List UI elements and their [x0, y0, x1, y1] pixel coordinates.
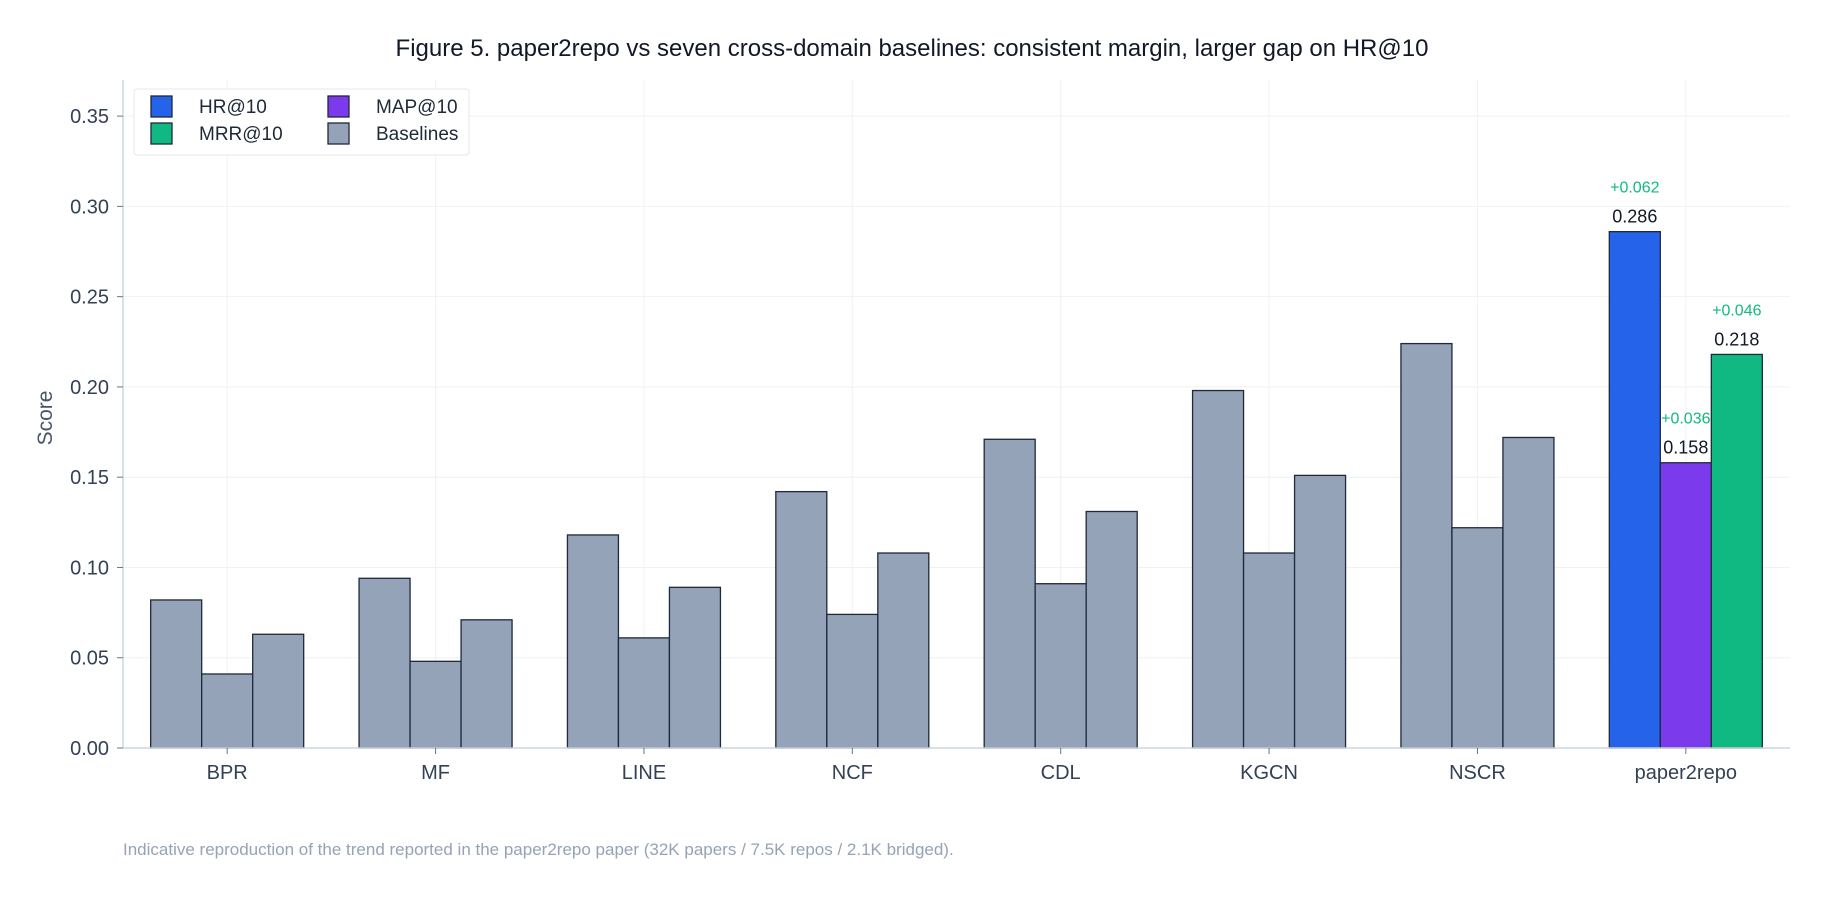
chart-title: Figure 5. paper2repo vs seven cross-doma…: [396, 35, 1429, 62]
gain-label: +0.062: [1610, 180, 1659, 197]
value-label: 0.286: [1612, 207, 1657, 227]
bar-cdl-hr10: [983, 438, 1036, 749]
x-tick-label: KGCN: [1240, 762, 1298, 784]
legend-box: [133, 88, 470, 156]
bar-kgcn-mrr10: [1293, 474, 1347, 749]
axes-layer: 0.00 0.05 0.10 0.15 0.20 0.25 0.30 0.35 BPR MF LIN…: [70, 80, 1790, 784]
bar-kgcn-hr10: [1191, 389, 1245, 749]
legend-label: Baselines: [376, 124, 458, 145]
bar-nscr-mrr10: [1502, 436, 1555, 749]
y-tick-label: 0.20: [70, 377, 109, 399]
x-tick-label: NSCR: [1449, 762, 1506, 784]
bar-cdl-mrr10: [1085, 510, 1138, 749]
bar-bpr-mrr10: [252, 633, 305, 749]
data-labels-layer: 0.286 +0.062 0.158 +0.036 0.218 +0.046: [1610, 180, 1761, 458]
x-tick-label: BPR: [207, 762, 248, 784]
y-tick-label: 0.15: [70, 467, 109, 489]
gain-label: +0.036: [1661, 411, 1710, 428]
y-tick-label: 0.00: [70, 738, 109, 760]
y-tick-label: 0.35: [70, 106, 109, 128]
y-tick-label: 0.05: [70, 648, 109, 670]
bar-mf-mrr10: [460, 619, 513, 749]
y-tick-label: 0.10: [70, 557, 109, 579]
bar-bpr-map10: [201, 673, 254, 749]
bar-nscr-hr10: [1400, 342, 1453, 749]
bar-nscr-map10: [1451, 527, 1504, 749]
legend-label: HR@10: [199, 97, 267, 118]
bar-ncf-hr10: [775, 490, 828, 749]
bar-line-hr10: [566, 534, 620, 749]
bar-mf-map10: [409, 660, 462, 749]
gain-label: +0.046: [1712, 302, 1761, 319]
bar-ncf-map10: [826, 613, 879, 749]
value-label: 0.158: [1663, 438, 1708, 458]
legend-swatch: [327, 95, 350, 118]
x-tick-label: paper2repo: [1635, 762, 1737, 784]
y-axis-label: Score: [34, 391, 57, 446]
bar-paper2repo-hr10: [1608, 231, 1661, 749]
bar-line-map10: [617, 637, 671, 749]
legend-swatch: [327, 122, 350, 145]
bar-bpr-hr10: [150, 599, 203, 749]
x-tick-label: NCF: [832, 762, 873, 784]
legend-label: MRR@10: [199, 124, 283, 145]
legend-swatch: [150, 95, 173, 118]
bar-paper2repo-map10: [1659, 462, 1712, 749]
bar-paper2repo-mrr10: [1710, 353, 1763, 749]
x-tick-label: LINE: [622, 762, 666, 784]
bar-cdl-map10: [1034, 583, 1087, 749]
footnote: Indicative reproduction of the trend rep…: [123, 840, 954, 859]
bar-ncf-mrr10: [877, 552, 930, 749]
legend-label: MAP@10: [376, 97, 458, 118]
y-tick-label: 0.25: [70, 287, 109, 309]
y-tick-label: 0.30: [70, 196, 109, 218]
x-tick-label: MF: [421, 762, 450, 784]
legend-swatch: [150, 122, 173, 145]
bar-mf-hr10: [358, 577, 411, 749]
bars-layer: [150, 231, 1763, 749]
bar-kgcn-map10: [1242, 552, 1296, 749]
bar-line-mrr10: [668, 586, 722, 749]
value-label: 0.218: [1714, 329, 1759, 349]
x-tick-label: CDL: [1041, 762, 1081, 784]
legend: HR@10 MAP@10 MRR@10 Baselines: [133, 88, 470, 156]
